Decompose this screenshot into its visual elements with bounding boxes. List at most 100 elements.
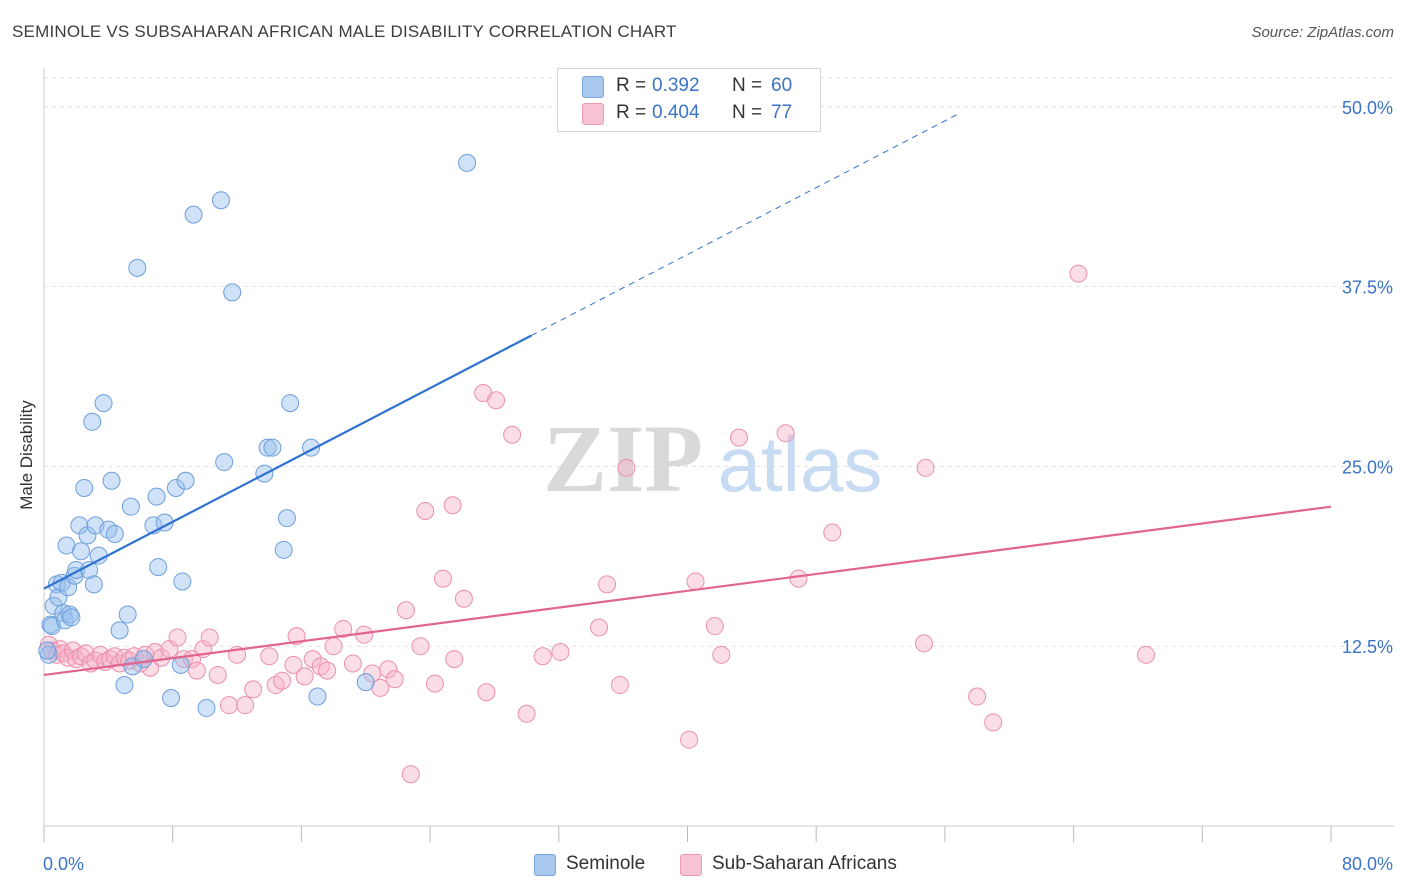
seminole-point: [223, 283, 242, 302]
ssa-point: [411, 637, 430, 656]
ssa-point: [324, 637, 343, 656]
bottom-legend-swatch-seminole: [534, 854, 556, 876]
seminole-point: [274, 540, 293, 559]
seminole-trend-line: [43, 334, 532, 590]
seminole-point: [44, 596, 63, 615]
seminole-point: [62, 608, 81, 627]
ssa-point: [705, 617, 724, 636]
seminole-point: [211, 191, 230, 210]
y-tick-label: 37.5%: [1342, 278, 1393, 298]
seminole-point: [54, 604, 73, 623]
watermark-zip: ZIP: [543, 405, 703, 512]
ssa-point: [477, 683, 496, 702]
ssa-point: [244, 680, 263, 699]
legend-n-label: N =: [732, 75, 763, 96]
ssa-point: [1069, 264, 1088, 283]
ssa-point: [200, 628, 219, 647]
ssa-point: [220, 696, 239, 715]
ssa-point: [67, 650, 86, 669]
ssa-point: [379, 660, 398, 679]
seminole-points: [38, 153, 477, 718]
ssa-point: [610, 676, 629, 695]
seminole-point: [308, 687, 327, 706]
seminole-point: [149, 558, 168, 577]
ssa-point: [1136, 645, 1155, 664]
ssa-point: [168, 628, 187, 647]
seminole-point: [84, 575, 103, 594]
x-tick-label: 0.0%: [43, 854, 84, 874]
tick-labels: 12.5% 25.0% 37.5% 50.0% 0.0% 80.0%: [43, 98, 1393, 874]
trend-lines: [43, 112, 1332, 677]
seminole-point: [277, 509, 296, 528]
ssa-point: [295, 667, 314, 686]
seminole-point: [59, 578, 78, 597]
ssa-point: [729, 428, 748, 447]
seminole-point: [134, 650, 153, 669]
y-axis-title: Male Disability: [17, 400, 36, 510]
y-tick-label: 50.0%: [1342, 98, 1393, 118]
seminole-point: [60, 605, 79, 624]
y-tick-label: 12.5%: [1342, 637, 1393, 657]
ssa-point: [590, 618, 609, 637]
legend-swatch-seminole: [582, 76, 604, 98]
ssa-point: [617, 458, 636, 477]
ssa-point: [318, 661, 337, 680]
ssa-point: [100, 650, 119, 669]
bottom-legend-label-ssa: Sub-Saharan Africans: [712, 853, 897, 874]
seminole-point: [215, 453, 234, 472]
ssa-point: [385, 670, 404, 689]
ssa-point: [396, 601, 415, 620]
ssa-point: [260, 647, 279, 666]
legend-n-value: 77: [771, 102, 793, 123]
ssa-point: [914, 634, 933, 653]
ssa-point: [680, 730, 699, 749]
ssa-point: [551, 642, 570, 661]
seminole-point: [110, 621, 129, 640]
bottom-legend-swatch-ssa: [680, 854, 702, 876]
ssa-point: [686, 572, 705, 591]
y-tick-label: 25.0%: [1342, 457, 1393, 477]
ssa-point: [916, 458, 935, 477]
ssa-point: [712, 645, 731, 664]
x-tick-label: 80.0%: [1342, 854, 1393, 874]
ssa-point: [517, 704, 536, 723]
legend-n-label: N =: [732, 102, 763, 123]
ssa-trend-line: [43, 505, 1332, 677]
seminole-point: [258, 438, 277, 457]
legend-r-label: R =: [616, 75, 647, 96]
watermark: ZIP atlas: [543, 405, 882, 512]
legend-r-value: 0.404: [652, 102, 700, 123]
ssa-point: [487, 391, 506, 410]
seminole-point: [197, 699, 216, 718]
ssa-point: [76, 644, 95, 663]
ssa-point: [343, 654, 362, 673]
seminole-point: [118, 605, 137, 624]
seminole-trend-extension: [531, 112, 962, 336]
seminole-point: [72, 542, 91, 561]
ssa-point: [273, 671, 292, 690]
seminole-point: [121, 497, 140, 516]
seminole-point: [83, 412, 102, 431]
legend-n-value: 60: [771, 75, 793, 96]
ssa-point: [334, 619, 353, 638]
seminole-point: [38, 641, 57, 660]
seminole-point: [89, 546, 108, 565]
ssa-point: [416, 501, 435, 520]
ssa-point: [454, 589, 473, 608]
watermark-atlas: atlas: [718, 420, 883, 508]
ssa-point: [401, 765, 420, 784]
ssa-point: [598, 575, 617, 594]
seminole-point: [176, 471, 195, 490]
correlation-legend: R = 0.392 N = 60 R = 0.404 N = 77: [557, 68, 821, 132]
seminole-point: [115, 676, 134, 695]
seminole-point: [263, 438, 282, 457]
seminole-point: [75, 478, 94, 497]
legend-r-value: 0.392: [652, 75, 700, 96]
ssa-point: [968, 687, 987, 706]
seminole-point: [94, 394, 113, 413]
seminole-point: [166, 478, 185, 497]
seminole-point: [105, 524, 124, 543]
seminole-point: [173, 572, 192, 591]
axes: [43, 68, 1394, 842]
